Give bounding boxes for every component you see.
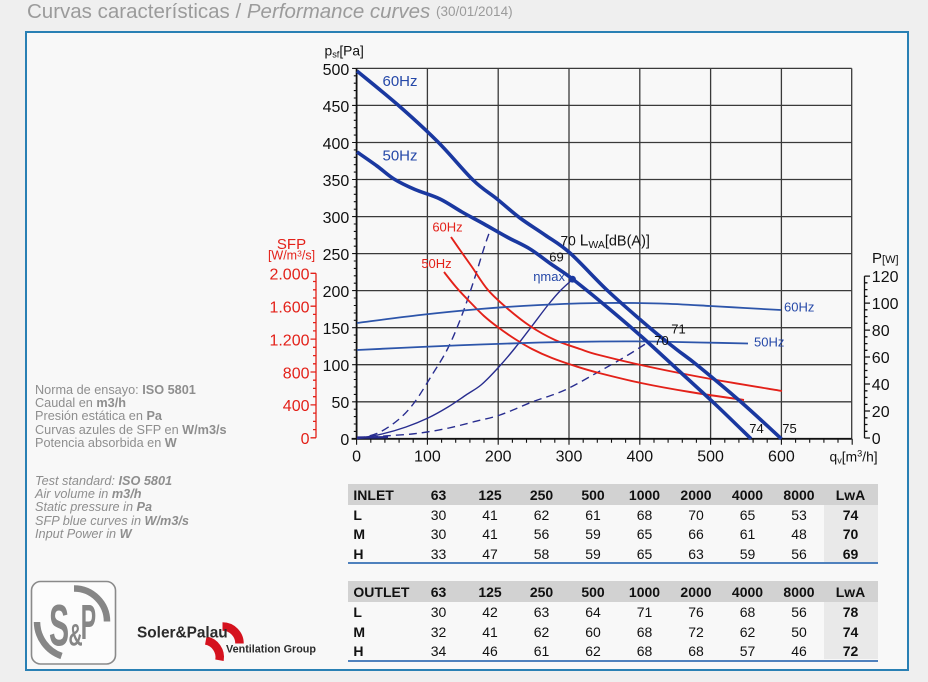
svg-text:Ventilation Group: Ventilation Group bbox=[226, 643, 316, 655]
svg-text:300: 300 bbox=[323, 210, 350, 227]
svg-text:60Hz: 60Hz bbox=[784, 300, 814, 315]
svg-text:200: 200 bbox=[485, 449, 512, 466]
svg-text:50Hz: 50Hz bbox=[421, 256, 451, 271]
svg-text:450: 450 bbox=[323, 99, 350, 116]
svg-text:P: P bbox=[81, 595, 96, 650]
svg-text:2.000: 2.000 bbox=[269, 267, 309, 284]
svg-text:71: 71 bbox=[671, 322, 685, 337]
svg-text:0: 0 bbox=[872, 431, 881, 448]
svg-text:ηmax: ηmax bbox=[533, 269, 565, 284]
svg-text:350: 350 bbox=[323, 173, 350, 190]
svg-text:60: 60 bbox=[872, 350, 890, 367]
svg-text:400: 400 bbox=[283, 398, 310, 415]
svg-text:74: 74 bbox=[749, 421, 763, 436]
svg-text:60Hz: 60Hz bbox=[382, 73, 417, 90]
svg-text:0: 0 bbox=[352, 449, 361, 466]
svg-text:69: 69 bbox=[549, 250, 563, 265]
svg-text:500: 500 bbox=[697, 449, 724, 466]
svg-text:75: 75 bbox=[782, 421, 796, 436]
svg-text:50: 50 bbox=[332, 395, 350, 412]
svg-text:SFP: SFP bbox=[277, 236, 306, 253]
svg-text:600: 600 bbox=[768, 449, 795, 466]
svg-text:800: 800 bbox=[283, 365, 310, 382]
svg-text:40: 40 bbox=[872, 377, 890, 394]
svg-text:1.600: 1.600 bbox=[269, 300, 309, 317]
svg-text:50Hz: 50Hz bbox=[754, 335, 784, 350]
svg-text:70 LWA[dB(A)]: 70 LWA[dB(A)] bbox=[561, 233, 650, 252]
svg-text:120: 120 bbox=[872, 269, 899, 286]
svg-text:100: 100 bbox=[872, 296, 899, 313]
svg-text:100: 100 bbox=[414, 449, 441, 466]
svg-text:20: 20 bbox=[872, 404, 890, 421]
svg-text:Soler&Palau: Soler&Palau bbox=[137, 625, 228, 642]
svg-text:400: 400 bbox=[323, 136, 350, 153]
svg-text:100: 100 bbox=[323, 358, 350, 375]
svg-text:P[W]: P[W] bbox=[872, 250, 899, 267]
svg-text:psf[Pa]: psf[Pa] bbox=[325, 44, 364, 60]
svg-text:qv[m3/h]: qv[m3/h] bbox=[830, 449, 878, 466]
svg-text:70: 70 bbox=[654, 333, 668, 348]
svg-text:50Hz: 50Hz bbox=[382, 148, 417, 165]
svg-text:400: 400 bbox=[626, 449, 653, 466]
svg-text:250: 250 bbox=[323, 247, 350, 264]
svg-text:300: 300 bbox=[556, 449, 583, 466]
svg-text:150: 150 bbox=[323, 321, 350, 338]
svg-text:0: 0 bbox=[301, 431, 310, 448]
svg-text:60Hz: 60Hz bbox=[432, 220, 462, 235]
svg-text:0: 0 bbox=[340, 432, 349, 449]
svg-text:[W/m3/s]: [W/m3/s] bbox=[268, 249, 315, 263]
svg-text:&: & bbox=[69, 617, 83, 653]
svg-text:S: S bbox=[49, 593, 69, 658]
svg-text:200: 200 bbox=[323, 284, 350, 301]
svg-text:80: 80 bbox=[872, 323, 890, 340]
svg-text:1.200: 1.200 bbox=[269, 332, 309, 349]
svg-text:500: 500 bbox=[323, 62, 350, 79]
